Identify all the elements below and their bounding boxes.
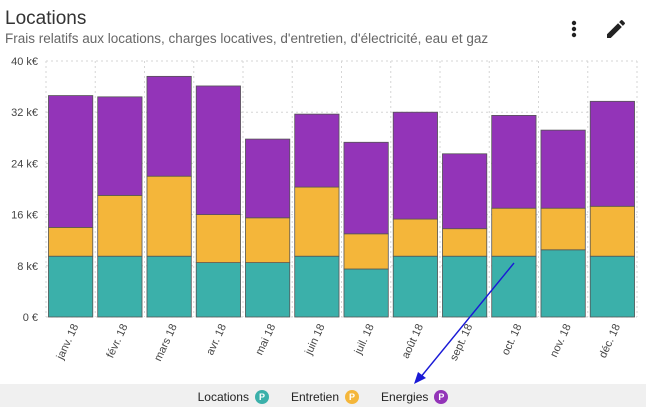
bar-segment-entretien [48, 226, 94, 257]
bar-segment-entretien [195, 214, 241, 264]
bar-segment-locations [245, 262, 291, 318]
bar-segment-energies [195, 85, 241, 215]
bar-segment-energies [245, 138, 291, 219]
bar-segment-energies [48, 95, 94, 228]
bar-segment-entretien [589, 205, 635, 257]
annotation-arrow-head [414, 372, 426, 384]
bar-segment-locations [540, 249, 586, 318]
legend-badge-icon: P [345, 390, 360, 404]
stacked-bar-chart: 0 € 8 k€ 16 k€ 24 k€ 32 k€ 40 k€ janv. 18 févr.… [11, 56, 638, 384]
bar-segment-locations [491, 255, 537, 318]
bar-segment-locations [589, 255, 635, 318]
annotation-arrow-line [419, 262, 515, 379]
more-vert-icon[interactable] [566, 17, 582, 41]
bar-segment-locations [48, 255, 94, 318]
x-tick-label: févr. 18 [104, 322, 130, 360]
chart-title: Locations [5, 8, 87, 29]
x-tick-label: avr. 18 [204, 322, 229, 357]
legend-badge-icon: P [254, 390, 269, 404]
y-tick-label: 16 k€ [11, 210, 38, 222]
x-tick-label: mars 18 [152, 322, 180, 363]
y-tick-label: 0 € [23, 312, 38, 324]
legend-item-energies[interactable]: Energies P [381, 390, 449, 404]
y-tick-label: 8 k€ [17, 261, 38, 273]
legend-label: Entretien [290, 390, 340, 404]
bar-segment-entretien [245, 217, 291, 264]
chart-legend: Locations P Entretien P Energies P [0, 388, 646, 406]
chart-subtitle: Frais relatifs aux locations, charges lo… [5, 31, 489, 46]
legend-item-locations[interactable]: Locations P [198, 390, 269, 404]
bar-segment-energies [491, 115, 537, 209]
bar-segment-energies [294, 113, 340, 188]
bar-segment-entretien [294, 186, 340, 257]
bar-segment-entretien [442, 228, 488, 257]
x-tick-label: sept. 18 [448, 322, 475, 363]
bar-segment-energies [343, 141, 389, 235]
x-tick-label: juil. 18 [352, 322, 377, 357]
bar-segment-locations [146, 255, 192, 318]
x-tick-label: janv. 18 [54, 322, 81, 362]
bar-segment-entretien [392, 218, 438, 257]
bar-segment-energies [442, 153, 488, 230]
x-tick-label: déc. 18 [597, 322, 623, 360]
bar-segment-locations [392, 255, 438, 318]
legend-badge-icon: P [434, 390, 449, 404]
pencil-icon[interactable] [604, 17, 628, 41]
bar-segment-entretien [540, 207, 586, 251]
bar-segment-energies [392, 111, 438, 220]
legend-background [0, 384, 646, 407]
y-tick-label: 24 k€ [11, 158, 38, 170]
bar-segment-energies [146, 75, 192, 177]
y-tick-label: 32 k€ [11, 107, 38, 119]
bar-segment-energies [97, 96, 143, 196]
legend-label: Energies [381, 390, 429, 404]
legend-label: Locations [197, 390, 249, 404]
x-tick-label: mai 18 [254, 322, 279, 357]
y-tick-label: 40 k€ [11, 56, 38, 68]
bar-segment-entretien [491, 207, 537, 257]
bar-segment-entretien [146, 175, 192, 257]
x-tick-label: oct. 18 [500, 322, 525, 357]
bar-segment-energies [540, 129, 586, 209]
bar-segment-locations [442, 255, 488, 318]
legend-item-entretien[interactable]: Entretien P [290, 390, 360, 404]
bar-segment-locations [97, 255, 143, 318]
bar-segment-locations [294, 255, 340, 318]
x-tick-label: nov. 18 [548, 322, 574, 359]
x-tick-label: août 18 [400, 322, 426, 360]
bar-segment-energies [589, 100, 635, 207]
bar-segment-entretien [343, 233, 389, 270]
bar-segment-locations [195, 262, 241, 318]
x-tick-label: juin 18 [303, 322, 328, 357]
bar-segment-locations [343, 268, 389, 318]
bar-segment-entretien [97, 194, 143, 257]
